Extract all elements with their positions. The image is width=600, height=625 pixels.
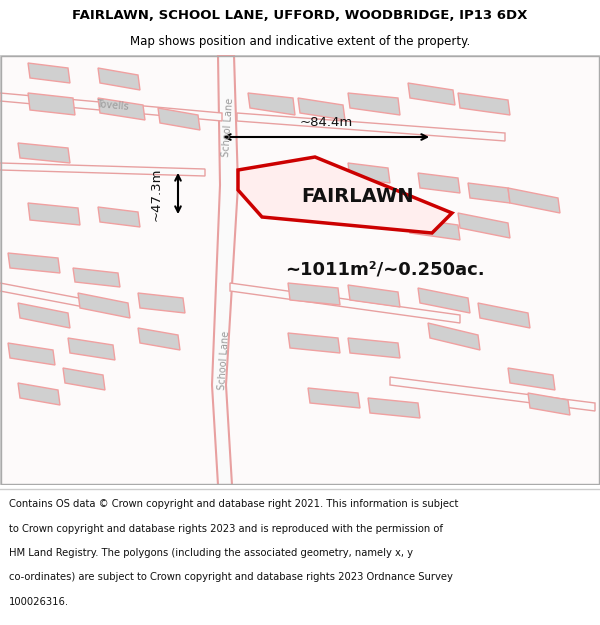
Text: FAIRLAWN: FAIRLAWN [302, 188, 415, 206]
Polygon shape [138, 293, 185, 313]
Polygon shape [28, 93, 75, 115]
Text: FAIRLAWN, SCHOOL LANE, UFFORD, WOODBRIDGE, IP13 6DX: FAIRLAWN, SCHOOL LANE, UFFORD, WOODBRIDG… [73, 9, 527, 22]
Polygon shape [508, 368, 555, 390]
Polygon shape [8, 343, 55, 365]
Text: 100026316.: 100026316. [9, 597, 69, 607]
Text: School Lane: School Lane [217, 330, 231, 390]
Polygon shape [468, 183, 510, 203]
Polygon shape [368, 398, 420, 418]
Polygon shape [288, 283, 340, 305]
Polygon shape [98, 207, 140, 227]
Polygon shape [18, 303, 70, 328]
Polygon shape [8, 253, 60, 273]
Text: ~84.4m: ~84.4m [299, 116, 353, 129]
Polygon shape [288, 333, 340, 353]
Polygon shape [458, 93, 510, 115]
Polygon shape [478, 303, 530, 328]
Polygon shape [212, 55, 238, 485]
Polygon shape [248, 93, 295, 115]
Polygon shape [238, 157, 452, 233]
Polygon shape [298, 98, 345, 120]
Polygon shape [508, 188, 560, 213]
Polygon shape [428, 323, 480, 350]
Polygon shape [237, 113, 505, 141]
Polygon shape [0, 283, 105, 311]
Polygon shape [230, 283, 460, 323]
Polygon shape [0, 163, 205, 176]
Polygon shape [73, 268, 120, 287]
Polygon shape [418, 288, 470, 313]
Polygon shape [348, 93, 400, 115]
Polygon shape [458, 213, 510, 238]
Polygon shape [408, 218, 460, 240]
Polygon shape [78, 293, 130, 318]
Polygon shape [308, 388, 360, 408]
Polygon shape [390, 377, 595, 411]
Polygon shape [528, 393, 570, 415]
Polygon shape [28, 63, 70, 83]
Polygon shape [28, 203, 80, 225]
Polygon shape [348, 338, 400, 358]
Text: ~1011m²/~0.250ac.: ~1011m²/~0.250ac. [285, 261, 485, 279]
Text: co-ordinates) are subject to Crown copyright and database rights 2023 Ordnance S: co-ordinates) are subject to Crown copyr… [9, 572, 453, 582]
Polygon shape [418, 173, 460, 193]
Polygon shape [158, 108, 200, 130]
Text: Map shows position and indicative extent of the property.: Map shows position and indicative extent… [130, 35, 470, 48]
Polygon shape [348, 285, 400, 307]
Polygon shape [98, 68, 140, 90]
Polygon shape [348, 203, 400, 223]
Polygon shape [98, 98, 145, 120]
Text: Tovells: Tovells [95, 99, 128, 111]
Polygon shape [68, 338, 115, 360]
Polygon shape [0, 93, 222, 121]
Text: HM Land Registry. The polygons (including the associated geometry, namely x, y: HM Land Registry. The polygons (includin… [9, 548, 413, 558]
Text: School Lane: School Lane [221, 97, 235, 157]
Polygon shape [18, 143, 70, 163]
Polygon shape [18, 383, 60, 405]
Polygon shape [138, 328, 180, 350]
Text: ~47.3m: ~47.3m [149, 168, 163, 221]
Text: to Crown copyright and database rights 2023 and is reproduced with the permissio: to Crown copyright and database rights 2… [9, 524, 443, 534]
Polygon shape [408, 83, 455, 105]
Polygon shape [63, 368, 105, 390]
Polygon shape [348, 163, 390, 183]
Text: Contains OS data © Crown copyright and database right 2021. This information is : Contains OS data © Crown copyright and d… [9, 499, 458, 509]
